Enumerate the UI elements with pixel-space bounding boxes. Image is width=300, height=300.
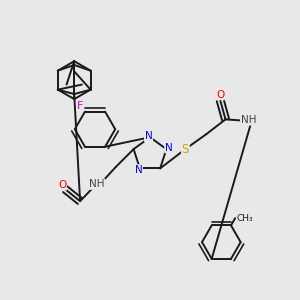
Text: N: N (145, 131, 152, 141)
Text: O: O (58, 180, 66, 190)
Text: N: N (134, 165, 142, 175)
Text: N: N (165, 142, 172, 153)
Text: CH₃: CH₃ (237, 214, 253, 223)
Text: S: S (182, 142, 189, 156)
Text: O: O (216, 90, 224, 100)
Text: NH: NH (241, 115, 256, 125)
Text: F: F (77, 101, 83, 111)
Text: NH: NH (89, 179, 105, 189)
